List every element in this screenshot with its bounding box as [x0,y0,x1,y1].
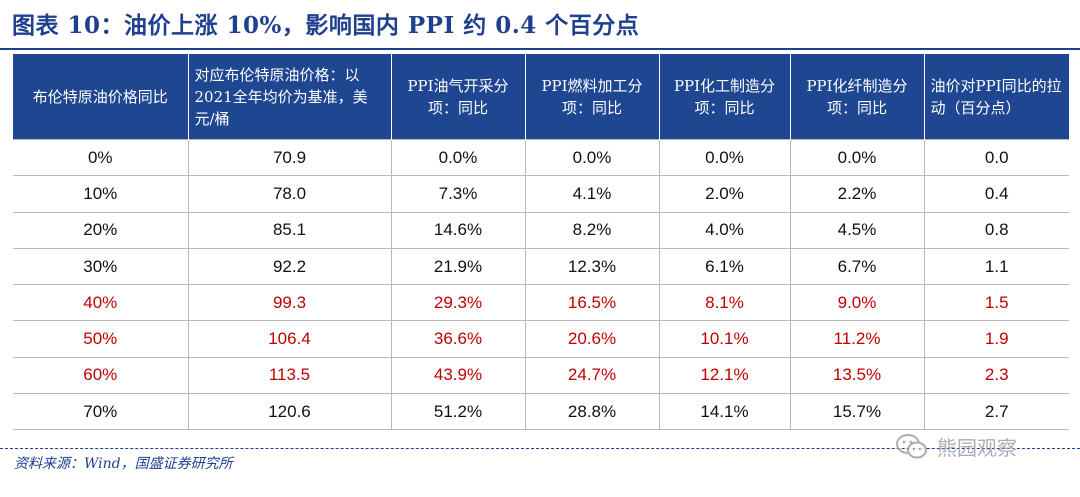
header-cell: PPI油气开采分项：同比 [390,54,525,140]
watermark: 熊园观察 [895,432,1017,461]
table-cell: 0.0% [390,138,525,176]
table-cell: 120.6 [187,393,391,431]
table-cell: 13.5% [789,356,924,394]
table-cell: 11.2% [789,320,924,358]
table-row: 0% 70.9 0.0% 0.0% 0.0% 0.0% 0.0 [13,138,1069,176]
table-cell: 0% [13,138,188,176]
table-cell: 40% [13,284,188,321]
table-cell: 0.8 [923,211,1069,249]
table-cell: 6.7% [789,247,924,285]
table-cell: 60% [13,356,188,394]
table-cell: 4.5% [789,211,924,249]
table-row: 10% 78.0 7.3% 4.1% 2.0% 2.2% 0.4 [13,175,1069,213]
table-cell: 1.5 [923,284,1069,321]
table-cell: 2.2% [789,175,924,213]
footer-divider [0,448,1080,449]
table-cell: 2.7 [923,393,1069,431]
table-row: 50% 106.4 36.6% 20.6% 10.1% 11.2% 1.9 [13,320,1069,358]
table-row: 60% 113.5 43.9% 24.7% 12.1% 13.5% 2.3 [13,356,1069,394]
table-cell: 85.1 [187,211,391,249]
header-cell: PPI化纤制造分项：同比 [789,54,924,140]
table-cell: 6.1% [658,247,790,285]
table-cell: 16.5% [524,284,659,321]
table-body: 0% 70.9 0.0% 0.0% 0.0% 0.0% 0.0 10% 78.0 7.3% 4.1%… [13,138,1069,431]
table-cell: 10.1% [658,320,790,358]
table-cell: 113.5 [187,356,391,394]
table-row: 40% 99.3 29.3% 16.5% 8.1% 9.0% 1.5 [13,284,1069,321]
table-cell: 2.0% [658,175,790,213]
table-cell: 70% [13,393,188,431]
table-cell: 21.9% [390,247,525,285]
table-cell: 15.7% [789,393,924,431]
source-note: 资料来源：Wind，国盛证券研究所 [14,456,233,472]
table-cell: 92.2 [187,247,391,285]
table-cell: 10% [13,175,188,213]
header-cell: PPI燃料加工分项：同比 [524,54,659,140]
table-row: 30% 92.2 21.9% 12.3% 6.1% 6.7% 1.1 [13,247,1069,285]
table-cell: 70.9 [187,138,391,176]
table-cell: 7.3% [390,175,525,213]
header-cell: PPI化工制造分项：同比 [658,54,790,140]
table-cell: 8.1% [658,284,790,321]
table-cell: 14.6% [390,211,525,249]
title-divider [0,48,1080,50]
wechat-icon [895,433,929,461]
table-cell: 12.1% [658,356,790,394]
table-cell: 30% [13,247,188,285]
table-cell: 0.0 [923,138,1069,176]
header-cell: 对应布伦特原油价格：以2021全年均价为基准，美元/桶 [187,54,391,140]
table-cell: 9.0% [789,284,924,321]
table-cell: 0.0% [524,138,659,176]
table-cell: 1.9 [923,320,1069,358]
table-cell: 43.9% [390,356,525,394]
table-header-row: 布伦特原油价格同比 对应布伦特原油价格：以2021全年均价为基准，美元/桶 PP… [13,54,1069,140]
table-cell: 50% [13,320,188,358]
table-cell: 0.0% [789,138,924,176]
table-cell: 0.0% [658,138,790,176]
table-row: 70% 120.6 51.2% 28.8% 14.1% 15.7% 2.7 [13,393,1069,431]
header-cell: 布伦特原油价格同比 [13,54,188,140]
table-cell: 1.1 [923,247,1069,285]
table-cell: 29.3% [390,284,525,321]
table-cell: 0.4 [923,175,1069,213]
table-cell: 8.2% [524,211,659,249]
table-cell: 12.3% [524,247,659,285]
table-cell: 28.8% [524,393,659,431]
watermark-text: 熊园观察 [937,436,1017,460]
table-row: 20% 85.1 14.6% 8.2% 4.0% 4.5% 0.8 [13,211,1069,249]
figure-title: 图表 10：油价上涨 10%，影响国内 PPI 约 0.4 个百分点 [12,12,640,39]
table-cell: 24.7% [524,356,659,394]
table-cell: 106.4 [187,320,391,358]
table-cell: 51.2% [390,393,525,431]
table-cell: 78.0 [187,175,391,213]
table-cell: 20.6% [524,320,659,358]
table-cell: 14.1% [658,393,790,431]
table-cell: 4.1% [524,175,659,213]
table-cell: 2.3 [923,356,1069,394]
header-cell: 油价对PPI同比的拉动（百分点） [923,54,1069,140]
table-cell: 36.6% [390,320,525,358]
table-cell: 99.3 [187,284,391,321]
table-cell: 4.0% [658,211,790,249]
data-table: 布伦特原油价格同比 对应布伦特原油价格：以2021全年均价为基准，美元/桶 PP… [13,54,1069,431]
table-cell: 20% [13,211,188,249]
